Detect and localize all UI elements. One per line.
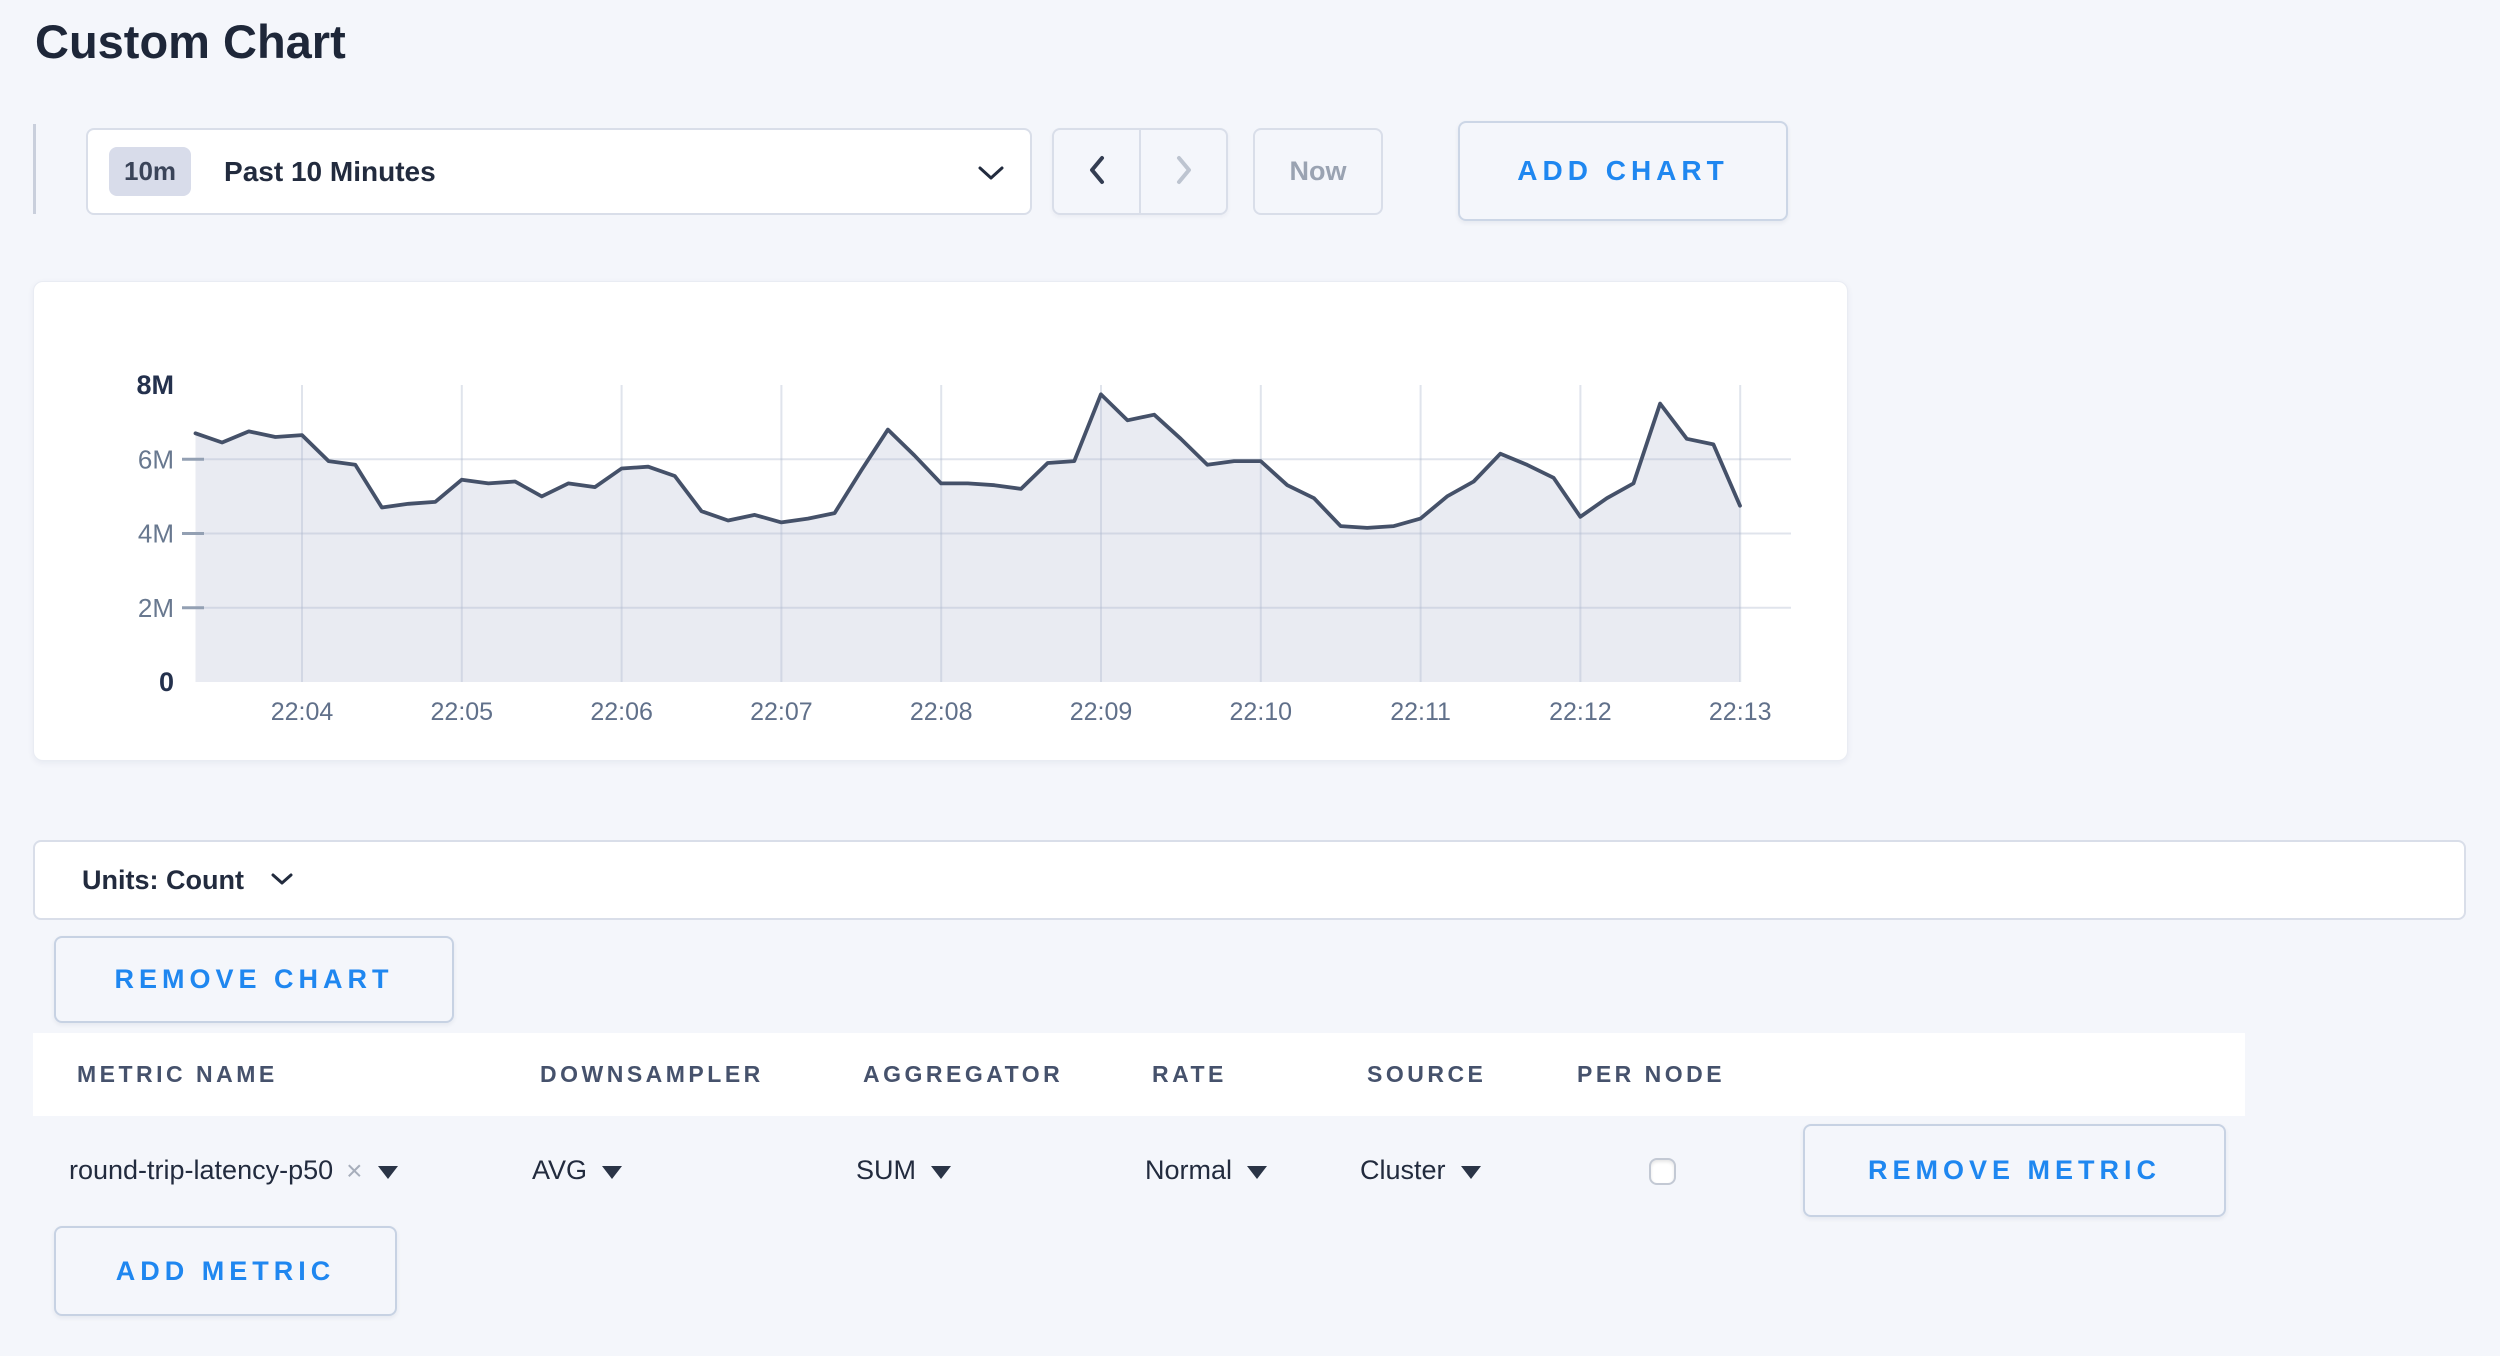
svg-text:8M: 8M [136, 370, 174, 400]
units-dropdown[interactable]: Units: Count [33, 840, 2466, 920]
svg-text:2M: 2M [138, 593, 174, 623]
chevron-down-icon [976, 164, 1006, 188]
time-forward-button[interactable] [1139, 130, 1226, 213]
svg-text:22:11: 22:11 [1390, 698, 1451, 726]
chevron-left-icon [1085, 153, 1109, 190]
column-header-downsampler: DOWNSAMPLER [540, 1061, 764, 1087]
source-value: Cluster [1360, 1155, 1446, 1185]
svg-text:22:06: 22:06 [590, 698, 653, 726]
svg-text:0: 0 [159, 667, 174, 697]
caret-down-icon [377, 1166, 398, 1179]
column-header-per-node: PER NODE [1577, 1061, 1726, 1087]
column-header-source: SOURCE [1367, 1061, 1487, 1087]
toolbar-divider [33, 124, 36, 214]
svg-text:22:13: 22:13 [1709, 698, 1772, 726]
time-range-badge: 10m [109, 147, 192, 196]
time-now-button[interactable]: Now [1253, 128, 1383, 215]
clear-metric-icon[interactable]: × [346, 1154, 363, 1186]
chevron-down-icon [270, 872, 294, 893]
metric-name-select[interactable]: round-trip-latency-p50 × [69, 1124, 398, 1217]
aggregator-value: SUM [856, 1155, 916, 1185]
units-label: Units: Count [82, 864, 244, 895]
rate-select[interactable]: Normal [1145, 1124, 1268, 1217]
time-range-select[interactable]: 10m Past 10 Minutes [86, 128, 1032, 215]
column-header-metric-name: METRIC NAME [77, 1061, 278, 1087]
svg-text:22:07: 22:07 [750, 698, 813, 726]
metrics-table-header: METRIC NAME DOWNSAMPLER AGGREGATOR RATE … [33, 1033, 2245, 1116]
time-range-label: Past 10 Minutes [224, 155, 436, 187]
caret-down-icon [1460, 1166, 1481, 1179]
downsampler-select[interactable]: AVG [532, 1124, 623, 1217]
chart-card: 0 2M 4M 6M 8M 22:04 22:05 22:06 22:07 22:08 22:09 2… [33, 281, 1848, 761]
svg-text:22:04: 22:04 [271, 698, 334, 726]
metric-area-chart: 0 2M 4M 6M 8M 22:04 22:05 22:06 22:07 22:08 22:09 2… [136, 370, 1791, 726]
source-select[interactable]: Cluster [1360, 1124, 1481, 1217]
svg-text:4M: 4M [138, 519, 174, 549]
remove-chart-button[interactable]: REMOVE CHART [54, 936, 454, 1023]
add-metric-button[interactable]: ADD METRIC [54, 1226, 397, 1316]
page-title: Custom Chart [35, 15, 346, 68]
svg-text:22:12: 22:12 [1549, 698, 1612, 726]
caret-down-icon [602, 1166, 623, 1179]
svg-text:22:08: 22:08 [910, 698, 973, 726]
metric-name-value: round-trip-latency-p50 [69, 1155, 334, 1185]
downsampler-value: AVG [532, 1155, 588, 1185]
time-back-button[interactable] [1054, 130, 1139, 213]
remove-metric-button[interactable]: REMOVE METRIC [1803, 1124, 2226, 1217]
chevron-right-icon [1172, 153, 1196, 190]
svg-text:22:05: 22:05 [431, 698, 494, 726]
per-node-checkbox[interactable] [1649, 1158, 1676, 1185]
column-header-rate: RATE [1152, 1061, 1227, 1087]
svg-text:22:10: 22:10 [1230, 698, 1293, 726]
add-chart-button[interactable]: ADD CHART [1458, 121, 1788, 221]
column-header-aggregator: AGGREGATOR [863, 1061, 1064, 1087]
time-pager [1052, 128, 1228, 215]
caret-down-icon [1247, 1166, 1268, 1179]
rate-value: Normal [1145, 1155, 1233, 1185]
svg-text:22:09: 22:09 [1070, 698, 1133, 726]
aggregator-select[interactable]: SUM [856, 1124, 951, 1217]
svg-text:6M: 6M [138, 444, 174, 474]
caret-down-icon [931, 1166, 951, 1179]
